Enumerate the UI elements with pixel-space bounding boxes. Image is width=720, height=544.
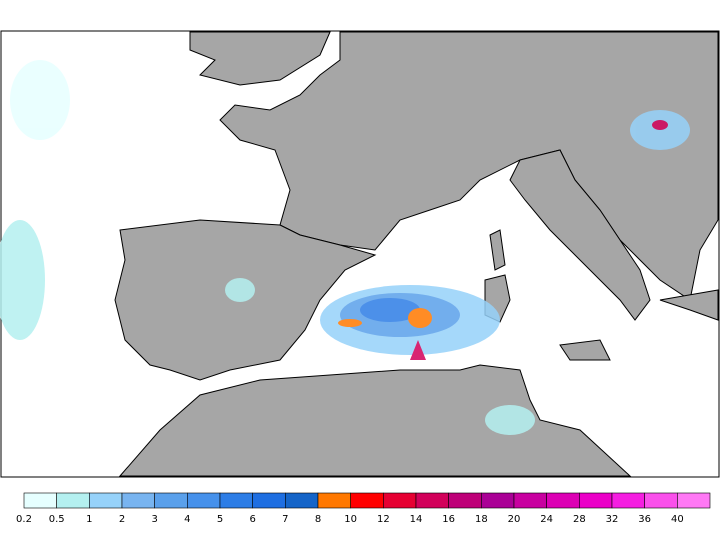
- legend-swatch: [481, 492, 515, 509]
- legend-swatch: [56, 492, 90, 509]
- legend-swatch: [579, 492, 613, 509]
- legend-swatch: [415, 492, 449, 509]
- legend-label: 24: [540, 514, 553, 525]
- legend-label: 36: [638, 514, 651, 525]
- legend-swatch: [317, 492, 351, 509]
- legend-label: 8: [315, 514, 321, 525]
- legend-swatch: [121, 492, 155, 509]
- legend-swatch: [611, 492, 645, 509]
- legend-label: 6: [249, 514, 255, 525]
- legend-label: 7: [282, 514, 288, 525]
- legend-label: 10: [344, 514, 357, 525]
- legend-label: 1: [86, 514, 92, 525]
- legend-swatch: [219, 492, 253, 509]
- legend-label: 32: [606, 514, 619, 525]
- legend-swatch: [89, 492, 123, 509]
- legend: 0.2 0.5 1 2 3 4 5 6 7 8 10 12 14 16 18 20 24 28 32 36 40: [16, 492, 711, 525]
- legend-swatch: [350, 492, 384, 509]
- legend-label: 28: [573, 514, 586, 525]
- legend-label: 18: [475, 514, 488, 525]
- legend-label: 20: [508, 514, 521, 525]
- legend-swatch: [644, 492, 678, 509]
- legend-label: 0.2: [16, 514, 32, 525]
- legend-swatch: [448, 492, 482, 509]
- legend-swatch: [677, 492, 711, 509]
- legend-label: 16: [442, 514, 455, 525]
- legend-label: 12: [377, 514, 390, 525]
- legend-swatch: [383, 492, 417, 509]
- legend-label: 14: [410, 514, 423, 525]
- legend-swatch: [513, 492, 547, 509]
- precipitation: [0, 60, 690, 435]
- legend-label: 3: [151, 514, 157, 525]
- legend-swatch: [154, 492, 188, 509]
- legend-swatch: [252, 492, 286, 509]
- legend-label: 2: [119, 514, 125, 525]
- legend-label: 4: [184, 514, 190, 525]
- legend-swatch: [187, 492, 221, 509]
- legend-swatch: [23, 492, 57, 509]
- legend-label: 0.5: [49, 514, 65, 525]
- map: [0, 30, 720, 478]
- legend-label: 40: [671, 514, 684, 525]
- legend-swatch: [546, 492, 580, 509]
- legend-swatch: [285, 492, 319, 509]
- legend-label: 5: [217, 514, 223, 525]
